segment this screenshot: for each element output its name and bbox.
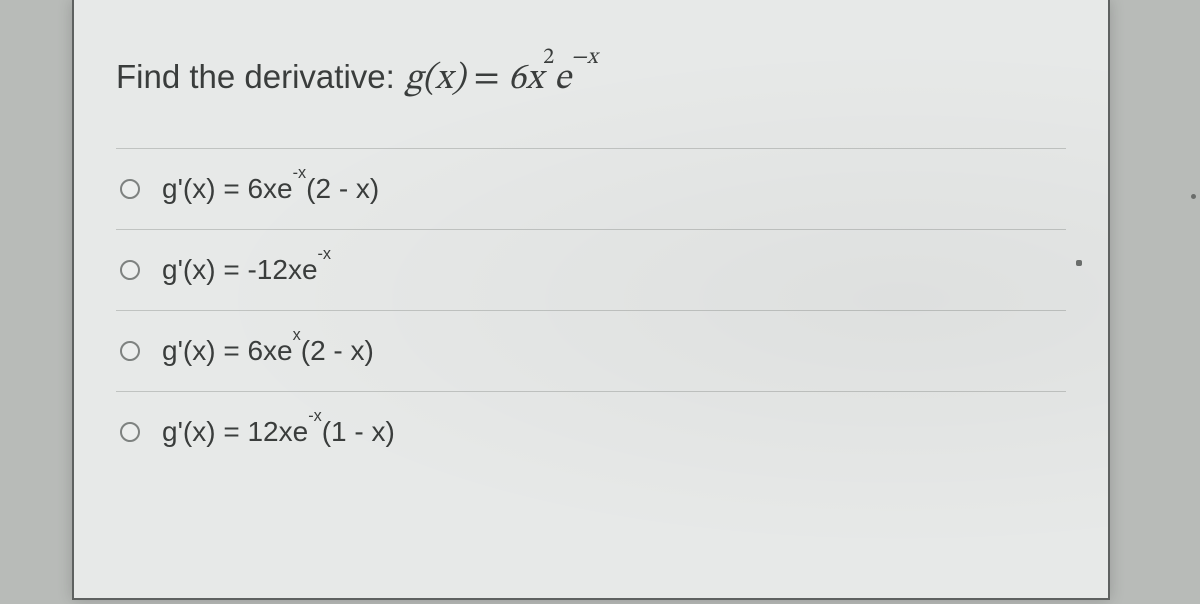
radio-icon[interactable] [120, 422, 140, 442]
speck-icon [1191, 194, 1196, 199]
option-c[interactable]: g'(x) = 6xex(2 - x) [116, 310, 1066, 391]
option-d[interactable]: g'(x) = 12xe-x(1 - x) [116, 391, 1066, 472]
options-list: g'(x) = 6xe-x(2 - x) g'(x) = -12xe-x g'(… [116, 148, 1066, 472]
radio-icon[interactable] [120, 179, 140, 199]
option-label: g'(x) = 6xe-x(2 - x) [162, 173, 379, 205]
option-label: g'(x) = 6xex(2 - x) [162, 335, 374, 367]
radio-icon[interactable] [120, 341, 140, 361]
question-card: Find the derivative: g(x) = 6x2e−x g'(x)… [72, 0, 1110, 600]
prompt-text: Find the derivative: [116, 58, 395, 96]
question-prompt: Find the derivative: g(x) = 6x2e−x [116, 56, 1066, 144]
question-block: Find the derivative: g(x) = 6x2e−x g'(x)… [74, 0, 1108, 484]
radio-icon[interactable] [120, 260, 140, 280]
speck-icon [1076, 260, 1082, 266]
option-label: g'(x) = -12xe-x [162, 254, 331, 286]
prompt-function: g(x) = 6x2e−x [405, 56, 598, 102]
option-a[interactable]: g'(x) = 6xe-x(2 - x) [116, 148, 1066, 229]
option-b[interactable]: g'(x) = -12xe-x [116, 229, 1066, 310]
option-label: g'(x) = 12xe-x(1 - x) [162, 416, 395, 448]
